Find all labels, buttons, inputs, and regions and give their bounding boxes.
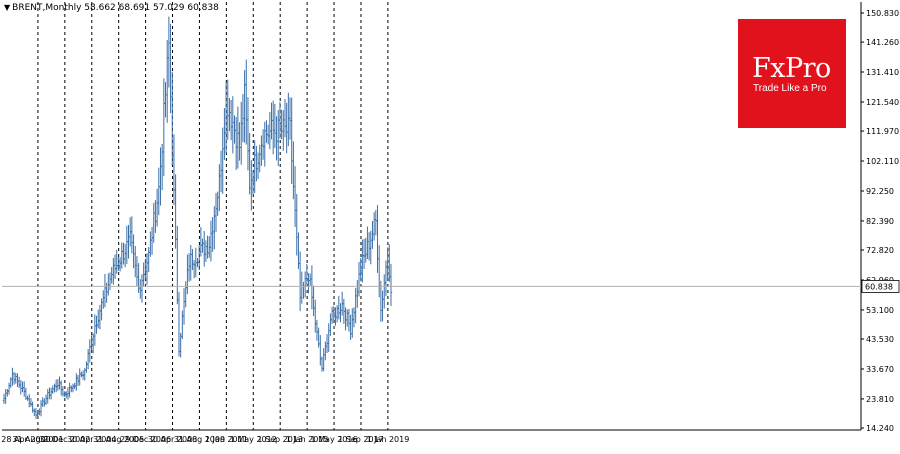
current-price-box [861,280,900,293]
logo-brand: FxPro [752,53,831,84]
x-tick-label: 1 May 2012 [230,435,277,444]
x-tick-label: 29 Dec 2006 [120,435,171,444]
x-tick-label: 28 Apr 2000 [1,435,50,444]
y-tick-label: 92.250 [866,187,894,196]
x-tick-label: 30 Apr 2004 [67,435,116,444]
x-tick-label: 1 Jan 2011 [205,435,248,444]
x-tick-label: 1 Sep 2017 [338,435,384,444]
y-tick-label: 102.110 [866,157,899,166]
x-tick-label: 1 May 2016 [311,435,358,444]
y-tick-label: 141.260 [866,38,899,47]
y-tick-label: 72.820 [866,246,894,255]
y-tick-label: 131.410 [866,68,899,77]
x-tick-label: 1 Jan 2015 [286,435,329,444]
y-tick-label: 53.100 [866,306,894,315]
y-tick-label: 43.530 [866,335,894,344]
fxpro-logo: FxPro Trade Like a Pro [738,19,846,128]
x-tick-label: 1 Jan 2019 [366,435,409,444]
x-tick-label: 30 Apr 2008 [148,435,197,444]
x-tick-label: 31 Dec 2002 [39,435,90,444]
current-price-label: 60.838 [865,282,893,291]
y-tick-label: 150.830 [866,9,899,18]
y-tick-label: 14.240 [866,424,894,433]
y-tick-label: 33.670 [866,365,894,374]
y-tick-label: 82.390 [866,217,894,226]
chart-header: ▼ BRENT,Monthly 58.662 68.691 57.029 60.8… [4,3,219,13]
y-tick-label: 23.810 [866,395,894,404]
logo-tagline: Trade Like a Pro [753,83,827,94]
y-tick-label: 121.540 [866,98,899,107]
x-tick-label: 31 Aug 2009 [174,435,225,444]
x-tick-label: 31 Aug 2001 [12,435,63,444]
x-tick-label: 1 Sep 2013 [257,435,303,444]
triangle-down-icon[interactable]: ▼ [4,3,11,12]
y-tick-label: 111.970 [866,127,899,136]
symbol-label: BRENT,Monthly [12,3,82,13]
ohlc-values: 58.662 68.691 57.029 60.838 [84,3,219,13]
x-tick-label: 31 Aug 2005 [93,435,144,444]
